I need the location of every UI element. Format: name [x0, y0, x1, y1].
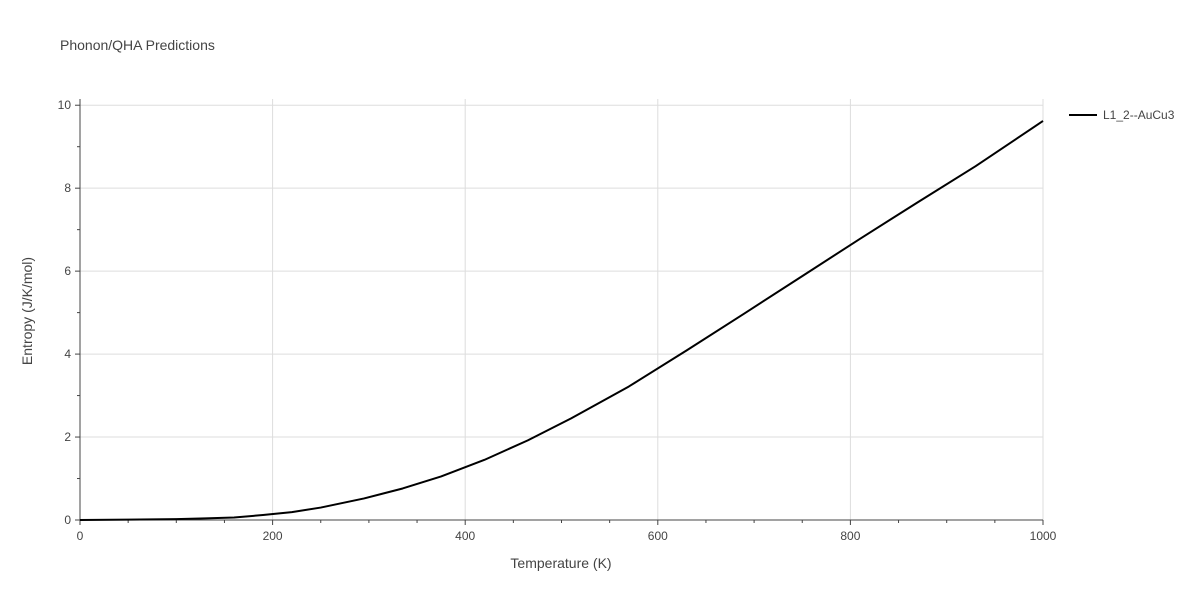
y-tick-label: 2: [64, 430, 71, 444]
legend-label[interactable]: L1_2--AuCu3: [1103, 108, 1175, 122]
y-axis-title: Entropy (J/K/mol): [19, 257, 35, 365]
series-layer: [79, 120, 1044, 521]
x-tick-label: 0: [77, 529, 84, 543]
chart-title: Phonon/QHA Predictions: [60, 37, 215, 53]
x-tick-label: 1000: [1030, 529, 1057, 543]
y-tick-label: 4: [64, 347, 71, 361]
grid: [80, 99, 1044, 520]
x-tick-label: 800: [840, 529, 860, 543]
legend[interactable]: L1_2--AuCu3: [1069, 108, 1175, 122]
y-tick-label: 8: [64, 181, 71, 195]
x-tick-label: 200: [263, 529, 283, 543]
y-tick-label: 6: [64, 264, 71, 278]
axes: 0 200 400 600 800 1000 0 2 4 6 8 10: [58, 98, 1057, 543]
x-tick-label: 600: [648, 529, 668, 543]
x-axis-title: Temperature (K): [510, 555, 611, 571]
series-line[interactable]: [79, 120, 1044, 521]
y-tick-label: 10: [58, 98, 72, 112]
y-tick-label: 0: [64, 513, 71, 527]
x-tick-label: 400: [455, 529, 475, 543]
